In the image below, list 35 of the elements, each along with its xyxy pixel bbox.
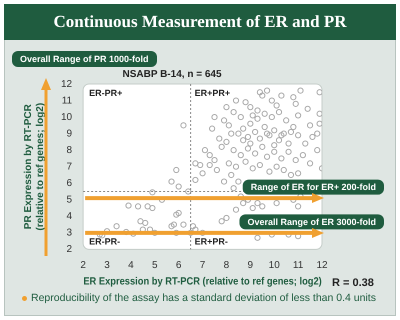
x-tick-label: 3 — [104, 260, 110, 272]
x-tick-label: 11 — [292, 260, 304, 272]
y-tick-label: 11 — [62, 95, 73, 106]
y-tick-label: 5 — [66, 194, 73, 206]
annotation: ER+PR+ — [194, 88, 230, 98]
y-tick-label: 2 — [66, 244, 73, 256]
ref-line-label: Overall Range of ER 3000-fold — [247, 216, 376, 227]
x-tick-label: 4 — [128, 260, 134, 272]
x-tick-label: 7 — [200, 260, 206, 272]
x-tick-label: 12 — [316, 260, 328, 272]
x-tick-label: 10 — [268, 260, 280, 272]
x-tick-label: 9 — [248, 260, 254, 272]
x-tick-label: 2 — [80, 260, 86, 272]
y-tick-label: 10 — [61, 112, 73, 123]
y-tick-label: 6 — [66, 178, 73, 189]
x-tick-label: 5 — [152, 260, 158, 272]
y-tick-label: 8 — [66, 144, 73, 156]
x-tick-label: 6 — [176, 260, 182, 272]
y-tick-label: 3 — [66, 228, 73, 239]
text: Overall Range of PR 1000-fold — [12, 51, 157, 67]
y-axis-title: PR Expression by RT-PCR (relative to ref genes; log2) — [22, 102, 46, 231]
y-tick-label: 12 — [61, 78, 73, 90]
ref-line-label: Range of ER for ER+ 200-fold — [250, 182, 376, 192]
chart-subtitle: NSABP B-14, n = 645 — [122, 68, 222, 80]
y-tick-label: 7 — [66, 161, 73, 172]
y-tick-label: 9 — [66, 128, 73, 140]
x-axis-title: ER Expression by RT-PCR (relative to ref genes; log2) — [83, 276, 322, 288]
text: R = 0.38 — [332, 277, 374, 289]
annotation: ER+PR- — [194, 236, 228, 246]
annotation: ER-PR+ — [89, 88, 122, 98]
y-tick-label: 4 — [66, 211, 73, 222]
chart-title: Continuous Measurement of ER and PR — [4, 4, 396, 40]
annotation: ER-PR- — [89, 236, 120, 246]
text: Reproducibility of the assay has a standard deviation of less than 0.4 units — [31, 292, 376, 304]
x-tick-label: 8 — [224, 260, 230, 272]
